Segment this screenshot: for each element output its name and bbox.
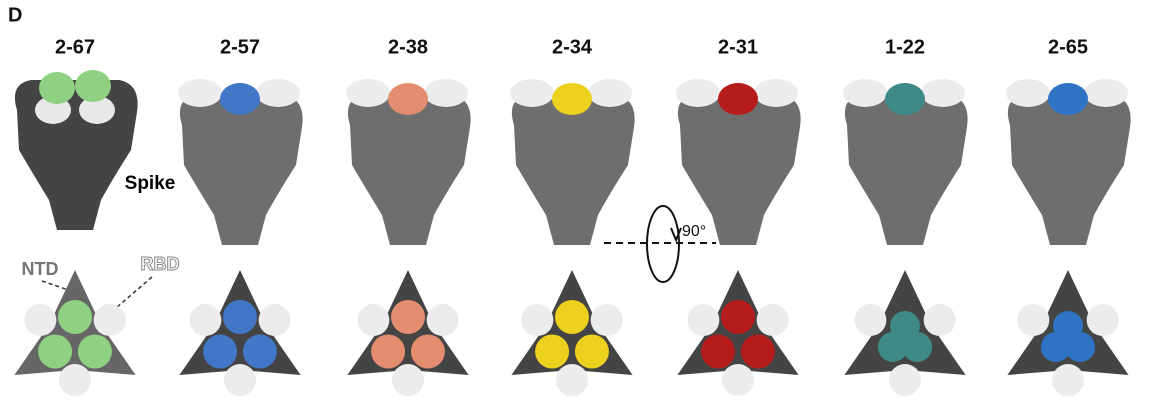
- rbd-white: [588, 79, 632, 107]
- spike-side-view: [845, 95, 968, 245]
- structure-column: 2-31: [676, 36, 801, 396]
- rbd-white: [1052, 364, 1084, 396]
- fab: [885, 83, 925, 115]
- rbd-white: [924, 304, 956, 336]
- antibody-label: 2-34: [552, 36, 593, 58]
- spike-label: Spike: [125, 173, 176, 194]
- fab-top: [243, 335, 277, 369]
- fab-top: [701, 335, 735, 369]
- fab-top: [1041, 332, 1071, 362]
- rbd-white: [59, 364, 91, 396]
- rbd-label: RBD: [141, 254, 180, 274]
- rbd-white: [757, 304, 789, 336]
- fab-top: [555, 300, 589, 334]
- fab-top: [391, 300, 425, 334]
- fab-top: [878, 332, 908, 362]
- rbd-white: [591, 304, 623, 336]
- rbd-white: [1017, 304, 1049, 336]
- fab-top: [411, 335, 445, 369]
- rbd-white: [357, 304, 389, 336]
- spike-top-view: [347, 270, 468, 396]
- rbd-white: [687, 304, 719, 336]
- rbd-white: [1084, 79, 1128, 107]
- antibody-label: 2-31: [718, 36, 758, 58]
- structure-column: 2-34: [510, 36, 635, 396]
- structure-column: 2-38: [346, 36, 471, 396]
- rbd-white: [224, 364, 256, 396]
- rbd-white: [1087, 304, 1119, 336]
- rbd-white: [722, 364, 754, 396]
- fab-top: [223, 300, 257, 334]
- antibody-label: 2-57: [220, 36, 260, 58]
- fab: [39, 72, 75, 104]
- rbd-white: [843, 79, 887, 107]
- fab-top: [575, 335, 609, 369]
- rbd-white: [94, 304, 126, 336]
- fab-top: [58, 300, 92, 334]
- spike-side-view: [512, 95, 635, 245]
- fab-top: [535, 335, 569, 369]
- rotation-symbol: 90°: [604, 206, 716, 282]
- rbd-white: [754, 79, 798, 107]
- fab: [1048, 83, 1088, 115]
- spike-side-view: [15, 80, 138, 230]
- rbd-white: [392, 364, 424, 396]
- structure-column: 2-65: [1006, 36, 1131, 396]
- structure-column: 2-67: [14, 36, 137, 396]
- rbd-white: [178, 79, 222, 107]
- rbd-white: [521, 304, 553, 336]
- fab-top: [78, 335, 112, 369]
- rbd-white: [921, 79, 965, 107]
- antibody-label: 2-67: [55, 36, 95, 58]
- rbd-white: [259, 304, 291, 336]
- fab-top: [371, 335, 405, 369]
- rbd-white: [854, 304, 886, 336]
- rbd-white: [346, 79, 390, 107]
- spike-top-view: [511, 270, 632, 396]
- spike-top-view: [179, 270, 300, 396]
- rbd-white: [1006, 79, 1050, 107]
- structures: 2-67 2-57 2-38 2-34 2-31 1-22 2-65: [14, 36, 1130, 396]
- fab-top: [741, 335, 775, 369]
- fab-top: [203, 335, 237, 369]
- rbd-white: [256, 79, 300, 107]
- spike-side-view: [180, 95, 303, 245]
- rotation-loop: [647, 206, 679, 282]
- fab: [552, 83, 592, 115]
- spike-top-view: [677, 270, 798, 396]
- spike-top-view: [14, 270, 135, 396]
- antibody-label: 2-65: [1048, 36, 1088, 58]
- structure-column: 2-57: [178, 36, 303, 396]
- fab: [220, 83, 260, 115]
- antibody-label: 1-22: [885, 36, 925, 58]
- rbd-white: [510, 79, 554, 107]
- panel-label: D: [8, 4, 22, 26]
- rbd-white: [189, 304, 221, 336]
- rbd-pointer: [116, 277, 152, 308]
- fab: [75, 70, 111, 102]
- rbd-white: [889, 364, 921, 396]
- spike-top-view: [844, 270, 965, 396]
- spike-top-view: [1007, 270, 1128, 396]
- rotation-label: 90°: [682, 223, 706, 240]
- fab-top: [38, 335, 72, 369]
- rbd-white: [427, 304, 459, 336]
- figure-panel: D Spike NTD RBD 90° 2-67 2-57 2-38 2-34 2-31…: [0, 0, 1157, 412]
- rbd-white: [676, 79, 720, 107]
- spike-side-view: [348, 95, 471, 245]
- fab-top: [721, 300, 755, 334]
- rbd-white: [424, 79, 468, 107]
- spike-side-view: [1008, 95, 1131, 245]
- fab: [388, 83, 428, 115]
- antibody-label: 2-38: [388, 36, 428, 58]
- ntd-label: NTD: [22, 259, 59, 279]
- fab: [718, 83, 758, 115]
- structure-column: 1-22: [843, 36, 968, 396]
- rbd-white: [24, 304, 56, 336]
- rbd-white: [556, 364, 588, 396]
